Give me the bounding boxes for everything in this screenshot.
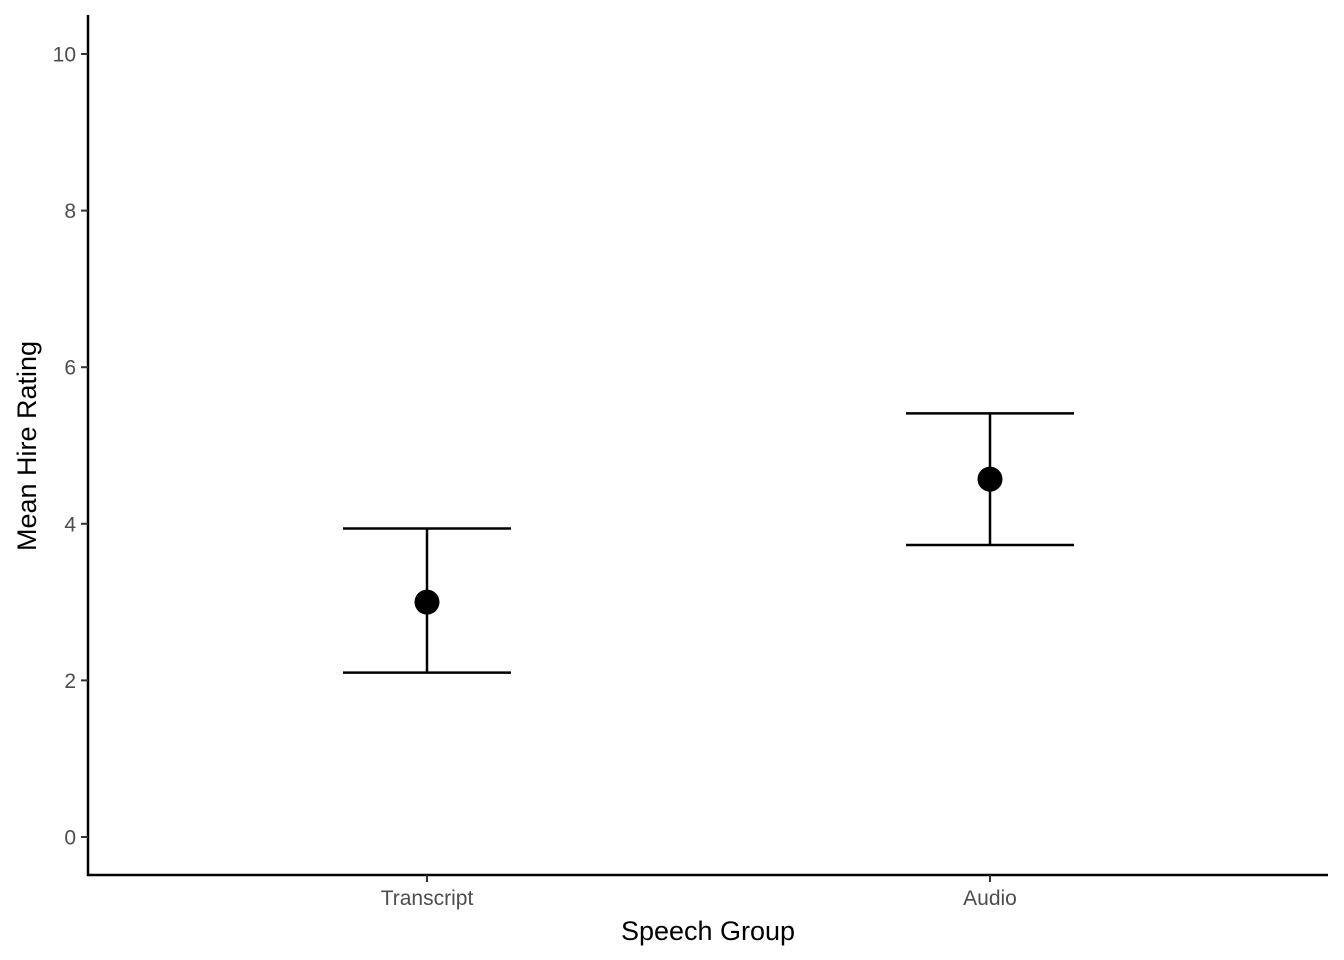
y-tick-label: 6: [64, 357, 76, 380]
plot-area: [343, 412, 1074, 674]
data-point: [414, 589, 440, 615]
x-tick-label: Transcript: [381, 887, 474, 910]
x-tick-label: Audio: [963, 887, 1017, 910]
x-axis-title: Speech Group: [621, 916, 795, 946]
y-tick-label: 4: [64, 513, 76, 536]
y-axis-title: Mean Hire Rating: [12, 341, 42, 551]
y-tick-label: 10: [53, 44, 76, 67]
y-tick-label: 2: [64, 670, 76, 693]
y-tick-label: 0: [64, 827, 76, 850]
y-tick-label: 8: [64, 200, 76, 223]
data-point: [977, 466, 1003, 492]
axes: 0 2 4 6 8 10 Transcript Audio: [53, 15, 1328, 910]
